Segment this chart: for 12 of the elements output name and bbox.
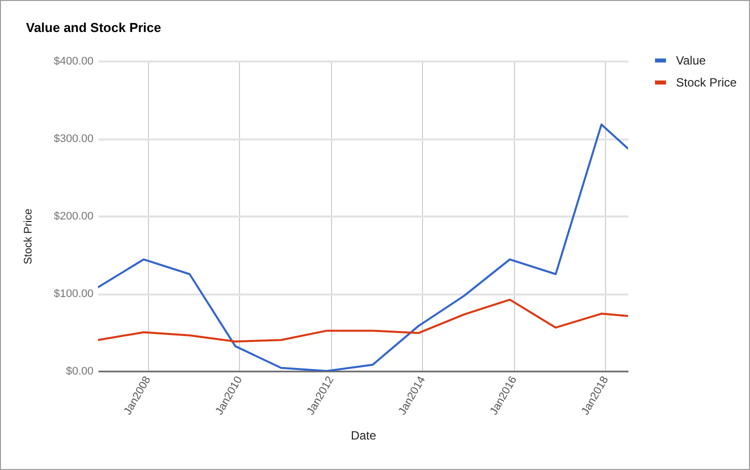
line-series	[98, 124, 628, 371]
chart-title: Value and Stock Price	[26, 20, 162, 35]
y-tick-label: $100.00	[54, 288, 94, 300]
line-series	[98, 298, 628, 343]
y-axis-title: Stock Price	[22, 208, 34, 264]
y-tick-label: $400.00	[54, 56, 94, 68]
y-tick-label: $300.00	[54, 133, 94, 145]
legend-label: Value	[676, 54, 706, 68]
y-tick-label: $200.00	[54, 210, 94, 222]
legend-label: Stock Price	[676, 76, 738, 90]
x-axis-title: Date	[350, 428, 376, 443]
y-tick-label: $0.00	[66, 366, 94, 378]
